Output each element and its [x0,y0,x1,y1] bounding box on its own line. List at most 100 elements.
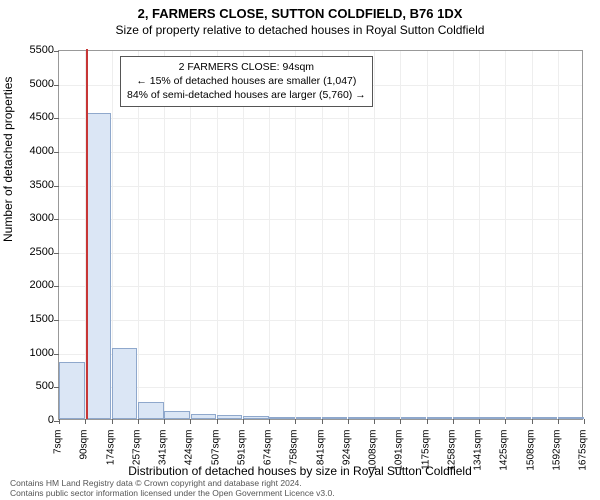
ytick-mark [54,118,59,119]
ytick-mark [54,387,59,388]
ytick-mark [54,286,59,287]
ytick-label: 4000 [4,145,54,157]
info-box: 2 FARMERS CLOSE: 94sqm ← 15% of detached… [120,56,373,107]
histogram-bar [296,417,322,419]
gridline-v [427,51,428,419]
histogram-bar [191,414,217,419]
xtick-mark [584,419,585,424]
xtick-label: 841sqm [315,430,326,480]
ytick-label: 1500 [4,313,54,325]
ytick-mark [54,354,59,355]
xtick-label: 1508sqm [525,430,536,480]
histogram-bar [506,417,532,419]
xtick-mark [348,419,349,424]
histogram-bar [401,417,427,419]
xtick-label: 1592sqm [551,430,562,480]
xtick-label: 591sqm [236,430,247,480]
xtick-label: 507sqm [210,430,221,480]
gridline-v [374,51,375,419]
xtick-mark [217,419,218,424]
ytick-label: 500 [4,380,54,392]
ytick-label: 2000 [4,279,54,291]
ytick-mark [54,219,59,220]
property-marker-line [86,49,88,419]
chart-title-main: 2, FARMERS CLOSE, SUTTON COLDFIELD, B76 … [0,0,600,21]
ytick-label: 5000 [4,78,54,90]
ytick-label: 2500 [4,246,54,258]
xtick-label: 924sqm [341,430,352,480]
xtick-label: 90sqm [79,430,90,480]
histogram-bar [217,415,243,419]
histogram-bar [269,417,295,419]
xtick-label: 1675sqm [578,430,589,480]
xtick-mark [558,419,559,424]
histogram-bar [348,417,374,419]
xtick-label: 257sqm [131,430,142,480]
chart-footer: Contains HM Land Registry data © Crown c… [10,478,590,498]
xtick-mark [479,419,480,424]
ytick-mark [54,320,59,321]
xtick-mark [453,419,454,424]
gridline-v [479,51,480,419]
xtick-label: 1008sqm [368,430,379,480]
histogram-bar [427,417,453,419]
histogram-bar [532,417,558,419]
xtick-label: 424sqm [184,430,195,480]
xtick-label: 1425sqm [499,430,510,480]
histogram-bar [479,417,505,419]
histogram-bar [453,417,479,419]
histogram-bar [164,411,190,419]
xtick-mark [164,419,165,424]
ytick-mark [54,253,59,254]
xtick-mark [427,419,428,424]
xtick-mark [85,419,86,424]
xtick-label: 341sqm [158,430,169,480]
histogram-bar [59,362,85,419]
ytick-label: 4500 [4,111,54,123]
xtick-label: 7sqm [53,430,64,480]
histogram-bar [558,417,584,419]
histogram-bar [322,417,348,419]
chart-title-sub: Size of property relative to detached ho… [0,21,600,37]
xtick-mark [269,419,270,424]
ytick-label: 5500 [4,44,54,56]
xtick-mark [400,419,401,424]
gridline-v [532,51,533,419]
ytick-mark [54,186,59,187]
ytick-label: 1000 [4,347,54,359]
xtick-mark [532,419,533,424]
xtick-label: 1258sqm [446,430,457,480]
xtick-mark [59,419,60,424]
histogram-bar [374,417,400,419]
gridline-v [558,51,559,419]
infobox-line3: 84% of semi-detached houses are larger (… [127,88,366,102]
xtick-label: 1175sqm [420,430,431,480]
ytick-mark [54,152,59,153]
footer-line2: Contains public sector information licen… [10,488,590,498]
histogram-bar [86,113,112,419]
ytick-mark [54,51,59,52]
histogram-bar [112,348,138,419]
xtick-mark [374,419,375,424]
xtick-mark [138,419,139,424]
gridline-v [505,51,506,419]
xtick-label: 674sqm [263,430,274,480]
chart-container: 2, FARMERS CLOSE, SUTTON COLDFIELD, B76 … [0,0,600,500]
xtick-label: 174sqm [105,430,116,480]
ytick-label: 3500 [4,179,54,191]
xtick-label: 1091sqm [394,430,405,480]
xtick-label: 1341sqm [473,430,484,480]
infobox-line2: ← 15% of detached houses are smaller (1,… [127,74,366,88]
xtick-mark [295,419,296,424]
ytick-mark [54,85,59,86]
histogram-bar [138,402,164,419]
xtick-label: 758sqm [289,430,300,480]
xtick-mark [190,419,191,424]
ytick-label: 0 [4,414,54,426]
xtick-mark [243,419,244,424]
xtick-mark [322,419,323,424]
infobox-line1: 2 FARMERS CLOSE: 94sqm [127,60,366,74]
gridline-v [400,51,401,419]
xtick-mark [112,419,113,424]
gridline-v [453,51,454,419]
